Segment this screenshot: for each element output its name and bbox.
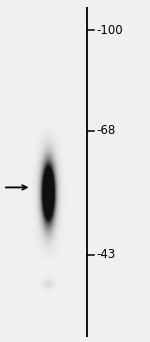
Text: -68: -68	[96, 124, 115, 137]
Text: -100: -100	[96, 24, 123, 37]
Text: -43: -43	[96, 248, 115, 261]
